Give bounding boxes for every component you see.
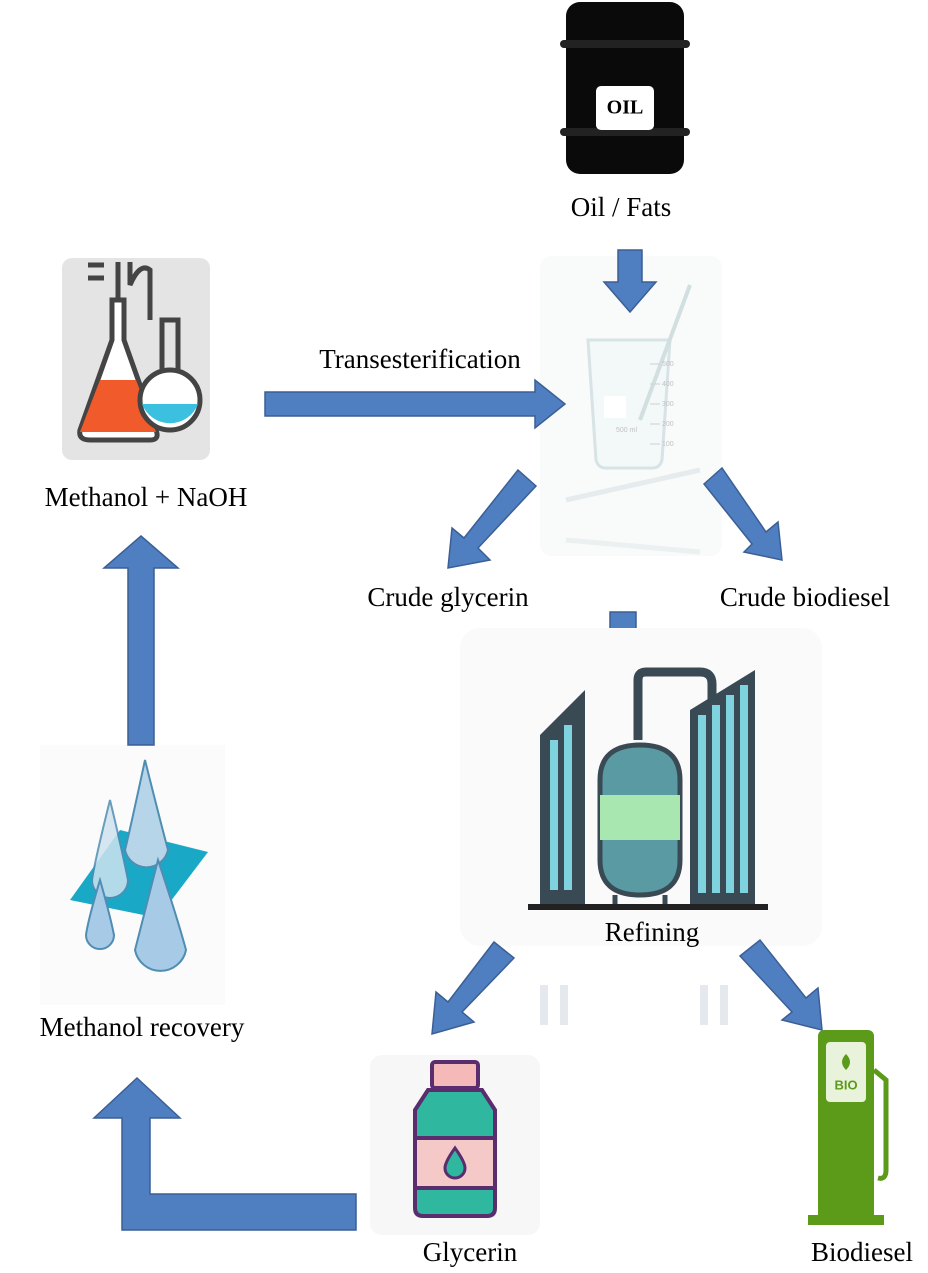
beaker-mark: 400: [662, 381, 674, 388]
biodiesel-pump-icon: BIO: [808, 1030, 889, 1225]
droplets-icon: [40, 745, 225, 1005]
arrow: [264, 378, 567, 430]
beaker-mark: 500: [662, 361, 674, 368]
edge-label: Transesterification: [319, 344, 521, 374]
glycerin-bottle-icon: [370, 1055, 540, 1235]
arrow: [447, 468, 538, 569]
node-label: Methanol recovery: [40, 1012, 245, 1042]
node-label: Crude glycerin: [367, 582, 529, 612]
arrow: [92, 1076, 357, 1231]
beaker-mark: 200: [662, 421, 674, 428]
refinery-icon: [460, 628, 822, 1025]
barrel-label: OIL: [607, 97, 644, 119]
arrow: [738, 938, 823, 1031]
node-label: Oil / Fats: [571, 192, 672, 222]
arrow: [602, 249, 658, 314]
node-label: Methanol + NaOH: [45, 482, 248, 512]
arrow: [101, 535, 181, 746]
beaker-mark: 300: [662, 401, 674, 408]
arrow: [702, 466, 783, 561]
beaker-volume: 500 ml: [616, 427, 637, 434]
arrow: [431, 940, 516, 1036]
beaker-icon: 500 400 300 200 100 500 ml: [540, 256, 722, 556]
node-label: Refining: [605, 917, 700, 947]
pump-label: BIO: [834, 1077, 857, 1092]
beaker-mark: 100: [662, 441, 674, 448]
oil-barrel-icon: OIL: [560, 2, 690, 174]
flask-icon: [62, 258, 210, 460]
node-label: Crude biodiesel: [720, 582, 890, 612]
node-label: Glycerin: [423, 1237, 518, 1267]
node-label: Biodiesel: [811, 1237, 913, 1267]
